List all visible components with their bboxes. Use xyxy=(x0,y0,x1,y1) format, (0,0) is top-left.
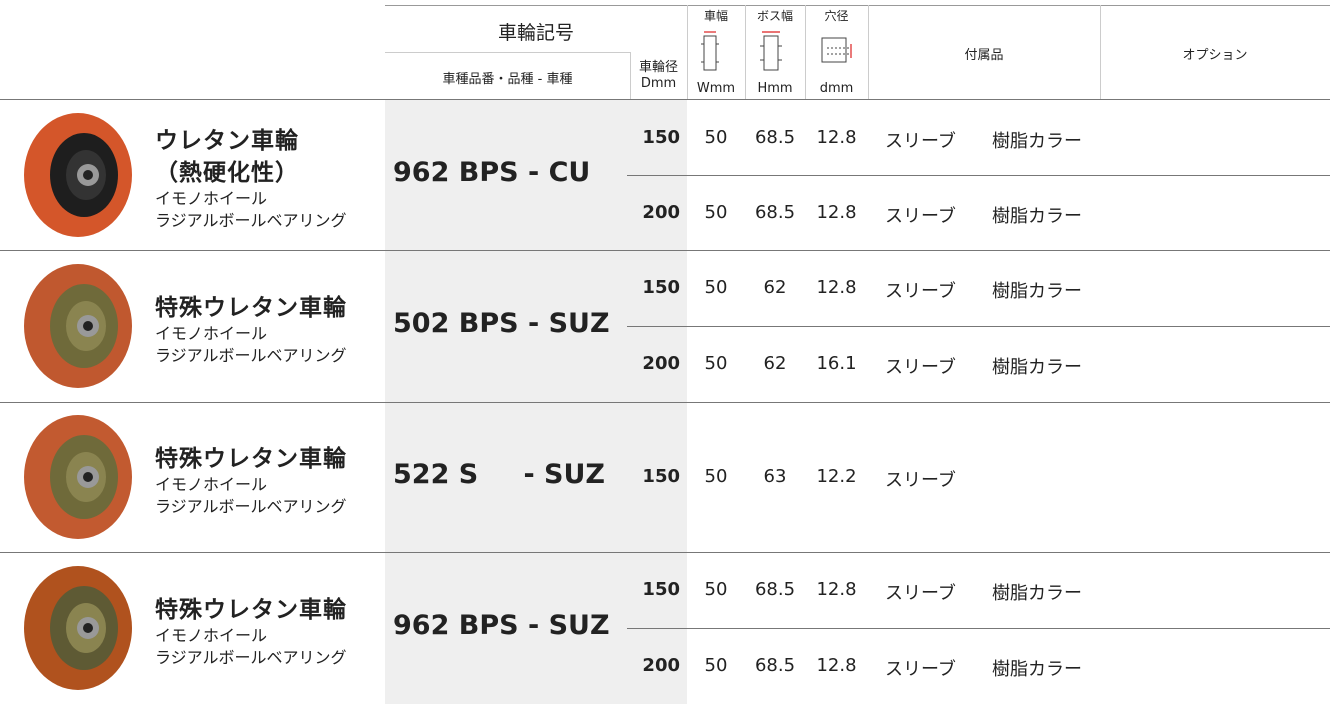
row-rule xyxy=(0,402,1330,403)
width: 50 xyxy=(704,201,728,223)
wheel-subname: ラジアルボールベアリング xyxy=(155,648,347,667)
wheel-name: ウレタン車輪 xyxy=(155,128,299,154)
header-accessories: 付属品 xyxy=(964,48,1004,63)
product-code: 502 BPS - SUZ xyxy=(393,308,610,339)
code-group: 522 S - SUZ xyxy=(393,459,605,490)
variant-rule xyxy=(627,175,1330,176)
header-code-detail: 車種品番・品種 - 車種 xyxy=(442,72,573,87)
bore: 16.1 xyxy=(816,353,857,374)
wheel-subname: ラジアルボールベアリング xyxy=(155,497,347,516)
header-divider xyxy=(687,5,688,99)
product-code: 522 S xyxy=(393,459,479,490)
wheel-subname: イモノホイール xyxy=(155,626,268,645)
header-divider xyxy=(805,5,806,99)
bore: 12.8 xyxy=(816,579,857,600)
wheel-image xyxy=(24,415,132,539)
diameter: 200 xyxy=(642,353,680,374)
row-rule xyxy=(0,250,1330,251)
boss: 63 xyxy=(763,466,787,487)
code-group: 502 BPS - SUZ xyxy=(393,308,610,339)
accessory: スリーブ xyxy=(885,583,956,604)
wheel-image xyxy=(24,566,132,690)
accessory: 樹脂カラー xyxy=(992,281,1082,302)
header-bottom-rule xyxy=(0,99,1330,100)
wheel-name: （熱硬化性） xyxy=(155,160,299,186)
header-bore-unit: dmm xyxy=(819,81,854,96)
bore: 12.8 xyxy=(816,655,857,676)
accessory: 樹脂カラー xyxy=(992,659,1082,680)
dimension-icons xyxy=(701,31,852,71)
width: 50 xyxy=(704,655,728,676)
header-diameter-unit: Dmm xyxy=(640,76,677,91)
wheel-subname: ラジアルボールベアリング xyxy=(155,211,347,230)
width: 50 xyxy=(704,126,728,148)
diameter: 200 xyxy=(642,655,680,676)
header-bore: 穴径 xyxy=(824,9,849,23)
diameter: 200 xyxy=(642,201,680,223)
wheel-name: 特殊ウレタン車輪 xyxy=(155,446,347,472)
bore: 12.2 xyxy=(816,466,857,487)
header-boss: ボス幅 xyxy=(756,9,793,23)
accessory: 樹脂カラー xyxy=(992,583,1082,604)
header-diameter: 車輪径 xyxy=(638,60,678,75)
bore: 12.8 xyxy=(816,201,857,223)
wheel-image xyxy=(24,113,132,237)
width: 50 xyxy=(704,277,728,298)
width: 50 xyxy=(704,579,728,600)
width: 50 xyxy=(704,466,728,487)
wheel-name: 特殊ウレタン車輪 xyxy=(155,295,347,321)
accessory: スリーブ xyxy=(885,357,956,378)
row-rule xyxy=(0,552,1330,553)
wheel-subname: イモノホイール xyxy=(155,475,268,494)
width: 50 xyxy=(704,353,728,374)
variant-rule xyxy=(627,628,1330,629)
bore: 12.8 xyxy=(816,277,857,298)
code-group: 962 BPS - SUZ xyxy=(393,610,610,641)
header-divider xyxy=(868,5,869,99)
header-width-unit: Wmm xyxy=(696,81,736,96)
diameter: 150 xyxy=(642,579,680,600)
accessory: 樹脂カラー xyxy=(992,130,1082,152)
diameter: 150 xyxy=(642,126,680,148)
header-divider xyxy=(1100,5,1101,99)
header-top-rule xyxy=(385,5,1330,6)
code-group: 962 BPS - CU xyxy=(393,157,605,188)
accessory: スリーブ xyxy=(885,130,956,152)
bore: 12.8 xyxy=(816,126,857,148)
boss: 68.5 xyxy=(754,655,796,676)
accessory: スリーブ xyxy=(885,281,956,302)
wheel-subname: イモノホイール xyxy=(155,189,268,208)
header-code: 車輪記号 xyxy=(497,22,574,44)
product-code: 962 BPS - CU xyxy=(393,157,591,188)
boss: 62 xyxy=(763,353,787,374)
diameter: 150 xyxy=(642,466,680,487)
header-divider xyxy=(745,5,746,99)
header-divider xyxy=(630,52,631,99)
wheel-image xyxy=(24,264,132,388)
accessory: スリーブ xyxy=(885,205,956,227)
variant-rule xyxy=(627,326,1330,327)
accessory: 樹脂カラー xyxy=(992,205,1082,227)
diameter: 150 xyxy=(642,277,680,298)
wheel-subname: イモノホイール xyxy=(155,324,268,343)
header-boss-unit: Hmm xyxy=(757,81,793,96)
header-width: 車幅 xyxy=(703,9,728,23)
accessory: スリーブ xyxy=(885,659,956,680)
product-code: 962 BPS - SUZ xyxy=(393,610,610,641)
header-mid-rule xyxy=(385,52,630,53)
wheel-subname: ラジアルボールベアリング xyxy=(155,346,347,365)
boss: 62 xyxy=(763,277,787,298)
boss: 68.5 xyxy=(754,201,796,223)
accessory: スリーブ xyxy=(885,470,956,491)
boss: 68.5 xyxy=(754,126,796,148)
accessory: 樹脂カラー xyxy=(992,357,1082,378)
header-options: オプション xyxy=(1182,48,1248,63)
boss: 68.5 xyxy=(754,579,796,600)
product-code: - SUZ xyxy=(523,459,605,490)
wheel-name: 特殊ウレタン車輪 xyxy=(155,597,347,623)
